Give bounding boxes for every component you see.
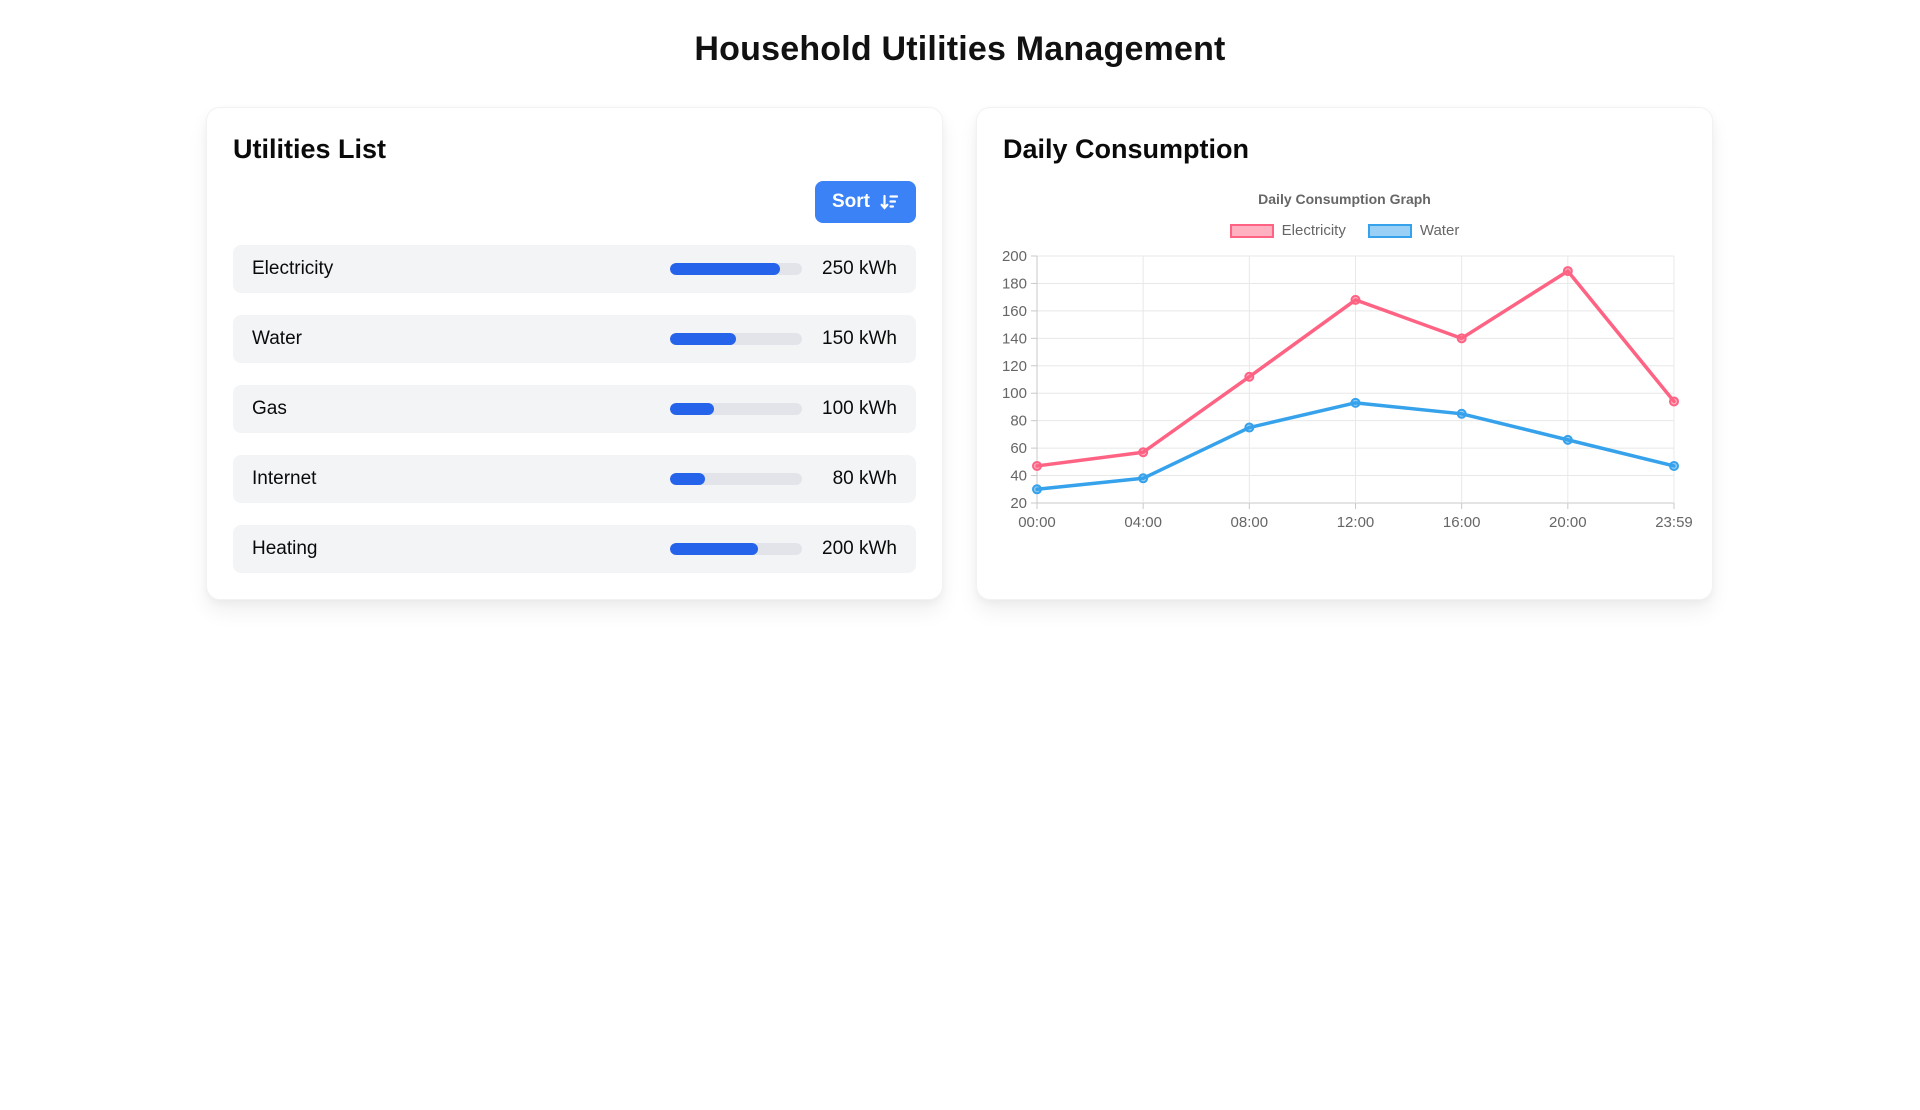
usage-progress-fill — [670, 543, 758, 555]
usage-progress-track — [670, 473, 802, 485]
legend-label: Electricity — [1281, 222, 1346, 239]
svg-text:20: 20 — [1010, 495, 1027, 512]
usage-progress-fill — [670, 263, 780, 275]
svg-text:180: 180 — [1002, 275, 1027, 292]
sort-button[interactable]: Sort — [815, 181, 916, 223]
chart-legend: Electricity Water — [1003, 222, 1686, 239]
svg-text:120: 120 — [1002, 358, 1027, 375]
svg-text:12:00: 12:00 — [1337, 514, 1375, 531]
svg-text:00:00: 00:00 — [1018, 514, 1056, 531]
chart-canvas[interactable]: 20 40 60 80 100 120 140 160 180 200 00:00 04:00 08:0… — [1002, 248, 1693, 532]
utility-name: Gas — [252, 398, 287, 419]
svg-text:20:00: 20:00 — [1549, 514, 1587, 531]
svg-text:08:00: 08:00 — [1231, 514, 1269, 531]
usage-progress-fill — [670, 403, 714, 415]
utilities-toolbar: Sort — [233, 181, 916, 223]
usage-value: 200 kWh — [822, 538, 897, 559]
legend-item-electricity[interactable]: Electricity — [1229, 222, 1346, 239]
legend-item-water[interactable]: Water — [1367, 222, 1460, 239]
usage-progress-fill — [670, 473, 706, 485]
consumption-card: Daily Consumption Daily Consumption Grap… — [976, 107, 1713, 600]
utilities-heading: Utilities List — [233, 134, 387, 164]
svg-text:160: 160 — [1002, 303, 1027, 320]
chart-title: Daily Consumption Graph — [1258, 191, 1431, 207]
legend-swatch — [1229, 223, 1274, 238]
usage-progress-track — [670, 403, 802, 415]
utilities-list: Electricity 250 kWh Water 150 kWh Gas 10… — [233, 245, 916, 573]
utility-name: Internet — [252, 468, 317, 489]
usage-value: 100 kWh — [822, 398, 897, 419]
consumption-chart: Daily Consumption Graph Electricity Water… — [1002, 191, 1693, 532]
utility-row: Internet 80 kWh — [233, 455, 916, 503]
usage-value: 150 kWh — [822, 328, 897, 349]
utility-row: Electricity 250 kWh — [233, 245, 916, 293]
utility-row: Gas 100 kWh — [233, 385, 916, 433]
svg-text:60: 60 — [1010, 440, 1027, 457]
legend-label: Water — [1419, 222, 1460, 239]
usage-progress-fill — [670, 333, 736, 345]
usage-progress-track — [670, 543, 802, 555]
svg-text:40: 40 — [1010, 468, 1027, 485]
svg-text:200: 200 — [1002, 248, 1027, 265]
usage-value: 250 kWh — [822, 258, 897, 279]
usage-value: 80 kWh — [832, 468, 897, 489]
sort-descending-icon — [880, 194, 899, 210]
main-layout: Utilities List Sort Electricity — [0, 69, 1920, 600]
utility-name: Electricity — [252, 258, 334, 279]
usage-progress-track — [670, 263, 802, 275]
svg-text:100: 100 — [1002, 385, 1027, 402]
svg-text:80: 80 — [1010, 413, 1027, 430]
usage-progress-track — [670, 333, 802, 345]
utility-row: Water 150 kWh — [233, 315, 916, 363]
svg-text:04:00: 04:00 — [1124, 514, 1162, 531]
utility-name: Heating — [252, 538, 318, 559]
svg-text:16:00: 16:00 — [1443, 514, 1481, 531]
consumption-heading: Daily Consumption — [1003, 134, 1250, 164]
utilities-card: Utilities List Sort Electricity — [206, 107, 943, 600]
svg-text:140: 140 — [1002, 330, 1027, 347]
sort-button-label: Sort — [832, 191, 870, 212]
utility-row: Heating 200 kWh — [233, 525, 916, 573]
legend-swatch — [1367, 223, 1412, 238]
svg-text:23:59: 23:59 — [1655, 514, 1693, 531]
utility-name: Water — [252, 328, 302, 349]
page-title: Household Utilities Management — [694, 30, 1226, 68]
